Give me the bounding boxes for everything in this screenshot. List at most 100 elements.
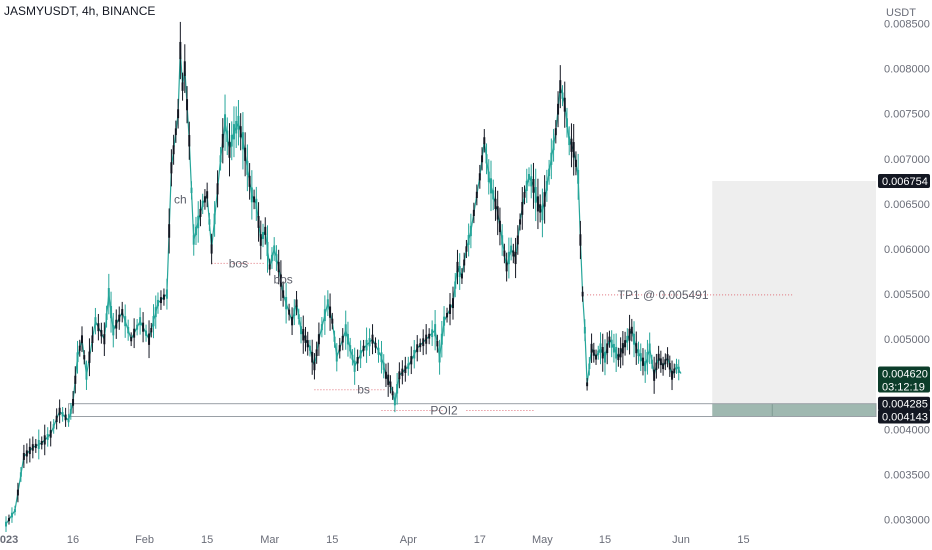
candle-body xyxy=(277,261,280,273)
candle-body xyxy=(244,147,247,161)
y-tick-label: 0.004000 xyxy=(884,424,930,436)
candle-body xyxy=(595,354,598,360)
candle-body xyxy=(677,366,680,373)
candle-body xyxy=(557,103,560,115)
poi-zone[interactable] xyxy=(68,403,877,418)
candle-body xyxy=(481,155,484,163)
candle-body xyxy=(391,391,394,396)
candle-body xyxy=(165,289,168,299)
candle-body xyxy=(483,137,486,145)
x-tick-label: 15 xyxy=(599,534,611,546)
candle-body xyxy=(619,348,622,358)
candle-body xyxy=(349,345,352,352)
candle-body xyxy=(626,335,629,343)
candle-body xyxy=(610,339,613,348)
chart-symbol-title: JASMYUSDT, 4h, BINANCE xyxy=(4,4,156,18)
candle-body xyxy=(85,370,88,380)
y-tick-label: 0.006000 xyxy=(884,244,930,256)
candle-body xyxy=(241,132,244,150)
candle-body xyxy=(440,333,443,345)
candle-body xyxy=(326,299,329,307)
candle-body xyxy=(410,356,413,365)
stop-zone[interactable] xyxy=(712,403,876,417)
candle-body xyxy=(172,145,175,155)
candle-body xyxy=(248,175,251,187)
candle-body xyxy=(291,317,294,326)
candle-body xyxy=(133,328,136,338)
candle-body xyxy=(270,254,273,262)
candle-body xyxy=(646,352,649,363)
candle-body xyxy=(583,326,586,334)
target-zone[interactable] xyxy=(712,180,876,404)
candle-body xyxy=(308,345,311,351)
price-tag-label: 0.004143 xyxy=(882,412,928,424)
candle-body xyxy=(673,368,676,373)
candle-body xyxy=(597,350,600,355)
candle-body xyxy=(94,317,97,326)
candle-body xyxy=(648,343,651,353)
candle-body xyxy=(100,330,103,337)
candle-body xyxy=(374,342,377,348)
candle-body xyxy=(333,336,336,342)
candle-body xyxy=(250,187,253,203)
candle-body xyxy=(174,128,177,136)
candle-body xyxy=(541,205,544,221)
candle-body xyxy=(13,509,16,513)
candle-body xyxy=(371,334,374,344)
candle-body xyxy=(121,309,124,316)
candle-body xyxy=(532,178,535,193)
candle-body xyxy=(494,198,497,209)
candle-body xyxy=(650,359,653,364)
candle-body xyxy=(574,159,577,167)
candle-body xyxy=(331,318,334,324)
y-tick-label: 0.005500 xyxy=(884,289,930,301)
price-series-line[interactable] xyxy=(5,50,682,525)
candle-body xyxy=(606,343,609,354)
y-tick-label: 0.007000 xyxy=(884,154,930,166)
candle-body xyxy=(28,446,31,455)
candle-body xyxy=(145,330,148,336)
candle-body xyxy=(338,345,341,352)
candle-body xyxy=(404,365,407,373)
candle-body xyxy=(621,343,624,354)
candle-body xyxy=(37,439,40,449)
candle-body xyxy=(55,415,58,423)
candle-body xyxy=(293,308,296,317)
candle-body xyxy=(83,355,86,360)
candle-body xyxy=(644,361,647,372)
candle-body xyxy=(668,363,671,370)
candle-body xyxy=(317,334,320,345)
candle-body xyxy=(512,250,515,257)
candle-body xyxy=(389,381,392,388)
candle-body xyxy=(527,173,530,180)
candle-body xyxy=(344,324,347,337)
candle-body xyxy=(503,250,506,257)
candle-body xyxy=(666,354,669,361)
candle-body xyxy=(463,259,466,266)
candle-body xyxy=(579,234,582,246)
candle-body xyxy=(115,319,118,329)
candle-body xyxy=(641,357,644,366)
price-tag-label: 0.006754 xyxy=(882,176,928,188)
candle-body xyxy=(72,398,75,406)
chart-annotation: POI2 xyxy=(430,403,458,417)
candle-body xyxy=(570,138,573,152)
candle-body xyxy=(452,298,454,309)
candle-body xyxy=(203,196,206,203)
candle-body xyxy=(612,343,615,353)
candle-body xyxy=(539,204,542,213)
candle-body xyxy=(130,337,133,342)
candle-body xyxy=(523,192,526,198)
candle-body xyxy=(80,335,83,344)
candle-body xyxy=(550,152,553,165)
candle-body xyxy=(487,171,490,183)
candle-body xyxy=(67,418,70,423)
candle-body xyxy=(671,370,674,380)
candle-body xyxy=(436,341,439,347)
candle-body xyxy=(460,273,463,279)
x-tick-label: 15 xyxy=(201,534,213,546)
candle-body xyxy=(489,178,492,194)
candle-body xyxy=(103,334,106,345)
candle-body xyxy=(534,187,537,203)
